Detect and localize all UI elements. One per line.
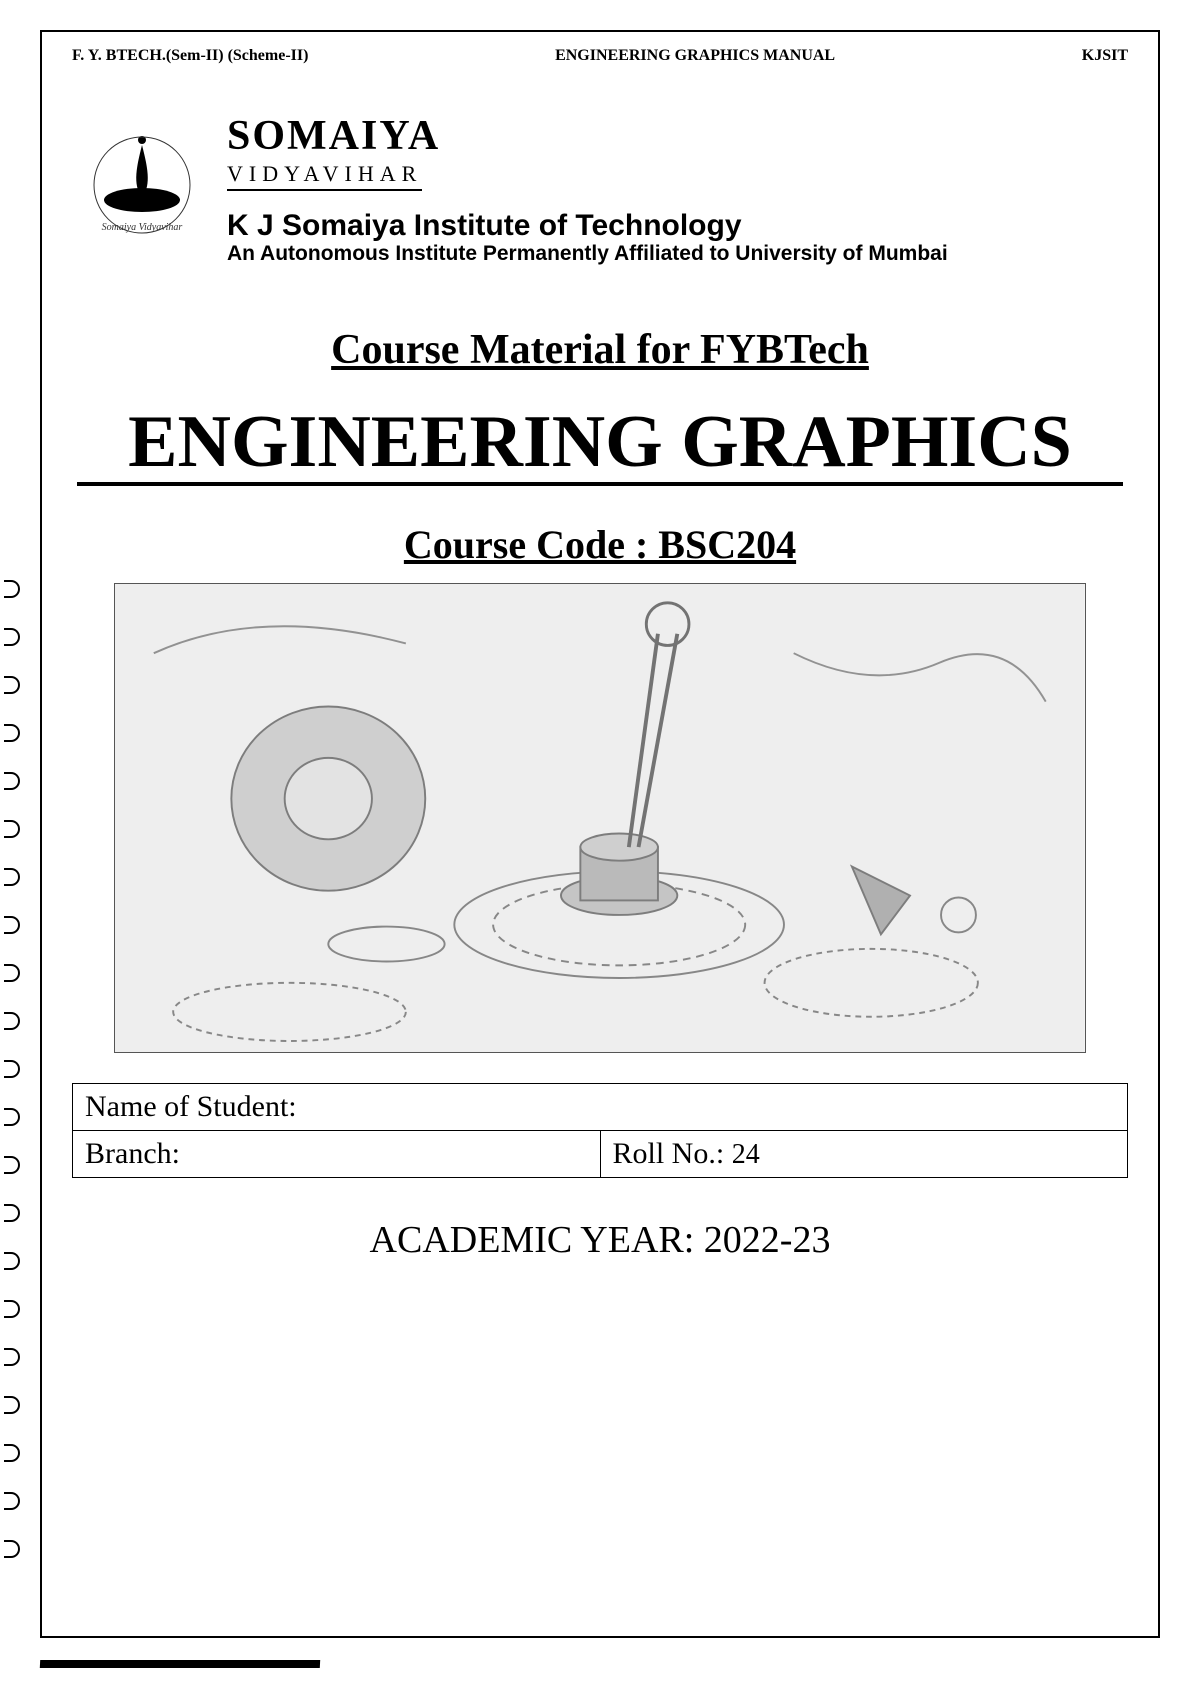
scan-shadow [40, 1660, 320, 1668]
kj-institute-name: K J Somaiya Institute of Technology [227, 209, 1128, 242]
main-title: ENGINEERING GRAPHICS [77, 404, 1123, 486]
roll-label: Roll No.: [613, 1137, 732, 1170]
affiliation-line: An Autonomous Institute Permanently Affi… [227, 242, 1128, 266]
institute-block: Somaiya Vidyavihar SOMAIYA VIDYAVIHAR K … [72, 115, 1128, 266]
academic-year: ACADEMIC YEAR: 2022-23 [72, 1218, 1128, 1262]
institute-text: SOMAIYA VIDYAVIHAR K J Somaiya Institute… [227, 115, 1128, 266]
vidyavihar-subtitle: VIDYAVIHAR [227, 161, 422, 191]
name-row: Name of Student: [73, 1083, 1128, 1130]
page-border: F. Y. BTECH.(Sem-II) (Scheme-II) ENGINEE… [40, 30, 1160, 1638]
header-right: KJSIT [1082, 47, 1128, 65]
student-info-table: Name of Student: Branch: Roll No.: 24 [72, 1083, 1128, 1178]
somaiya-title: SOMAIYA [227, 115, 1128, 157]
header-left: F. Y. BTECH.(Sem-II) (Scheme-II) [72, 47, 308, 65]
spiral-binding-marks [4, 580, 32, 1588]
branch-cell: Branch: [73, 1130, 601, 1177]
course-material-heading: Course Material for FYBTech [72, 326, 1128, 374]
roll-cell: Roll No.: 24 [600, 1130, 1128, 1177]
roll-value: 24 [732, 1139, 760, 1170]
course-code-heading: Course Code : BSC204 [72, 521, 1128, 568]
header-center: ENGINEERING GRAPHICS MANUAL [308, 47, 1081, 65]
engineering-drawing-illustration [114, 583, 1086, 1053]
name-label: Name of Student: [85, 1090, 297, 1123]
branch-label: Branch: [85, 1137, 180, 1170]
svg-text:Somaiya Vidyavihar: Somaiya Vidyavihar [102, 222, 183, 233]
page-header: F. Y. BTECH.(Sem-II) (Scheme-II) ENGINEE… [72, 47, 1128, 65]
somaiya-logo-icon: Somaiya Vidyavihar [82, 115, 202, 235]
